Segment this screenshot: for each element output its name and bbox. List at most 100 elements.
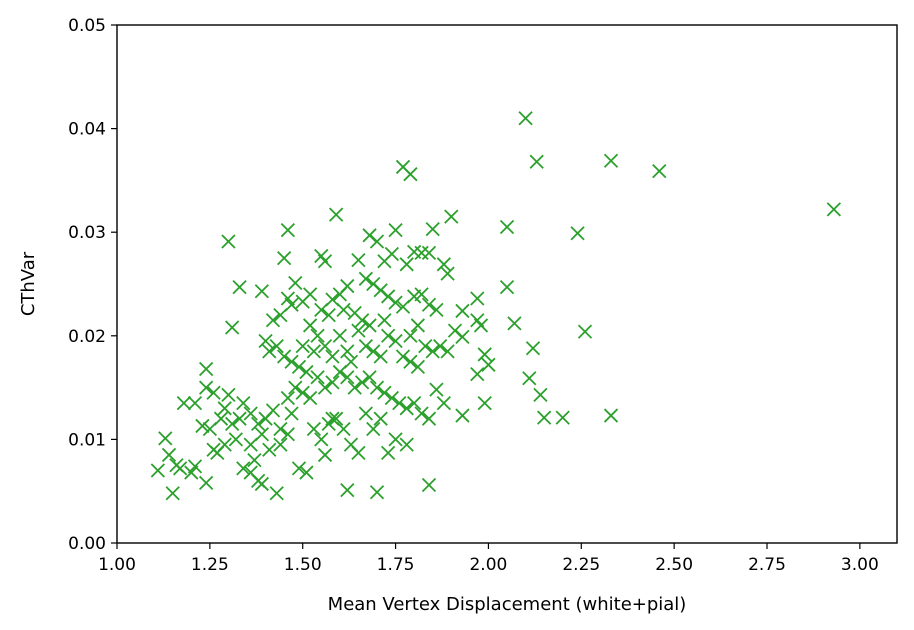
- data-point: [399, 401, 414, 416]
- data-point: [388, 295, 403, 310]
- data-point: [232, 411, 247, 426]
- data-point: [455, 329, 470, 344]
- data-point: [522, 371, 537, 386]
- y-tick-label: 0.03: [68, 223, 106, 243]
- data-point: [358, 339, 373, 354]
- data-point: [310, 370, 325, 385]
- data-point: [225, 416, 240, 431]
- data-point: [425, 221, 440, 237]
- data-point: [429, 302, 444, 318]
- data-point: [362, 318, 377, 333]
- data-point: [225, 320, 240, 335]
- data-point: [425, 344, 440, 359]
- data-point: [388, 432, 403, 447]
- data-point: [317, 254, 333, 269]
- y-axis-title: CThVar: [18, 251, 39, 316]
- data-point: [314, 302, 329, 318]
- data-point: [199, 475, 214, 491]
- data-point: [187, 396, 203, 411]
- y-tick-label: 0.02: [68, 327, 106, 347]
- data-point: [150, 463, 165, 478]
- data-point: [369, 485, 385, 500]
- data-point: [392, 396, 407, 411]
- data-point: [262, 344, 277, 359]
- plot-area: [150, 111, 841, 501]
- data-point: [277, 349, 292, 364]
- data-point: [161, 447, 177, 463]
- data-point: [236, 396, 251, 411]
- data-point: [321, 307, 336, 323]
- data-point: [410, 318, 425, 333]
- data-point: [347, 380, 362, 395]
- data-point: [603, 153, 619, 168]
- data-point: [421, 245, 437, 261]
- data-point: [455, 408, 470, 423]
- data-point: [269, 486, 284, 501]
- x-tick-label: 1.25: [191, 555, 229, 575]
- data-point: [295, 339, 310, 354]
- data-point: [399, 437, 414, 452]
- data-point: [555, 410, 570, 425]
- data-point: [254, 476, 269, 492]
- data-point: [310, 328, 325, 343]
- data-point: [262, 442, 277, 457]
- data-point: [291, 461, 307, 476]
- data-point: [199, 380, 214, 395]
- data-point: [332, 287, 347, 302]
- data-point: [377, 385, 392, 400]
- data-point: [440, 344, 455, 359]
- x-tick-label: 1.50: [284, 555, 322, 575]
- data-point: [329, 207, 344, 222]
- data-point: [176, 396, 191, 411]
- data-point: [325, 349, 340, 364]
- data-point: [195, 418, 210, 434]
- data-point: [332, 364, 347, 380]
- data-point: [395, 349, 411, 364]
- data-point: [388, 333, 403, 349]
- data-point: [295, 385, 310, 400]
- data-point: [455, 303, 470, 319]
- data-point: [410, 359, 425, 375]
- data-point: [232, 279, 247, 295]
- data-point: [436, 257, 451, 272]
- data-point: [362, 370, 377, 385]
- data-point: [652, 163, 667, 179]
- data-point: [325, 375, 340, 390]
- data-point: [351, 323, 366, 338]
- y-tick-label: 0.04: [68, 120, 106, 140]
- data-point: [325, 411, 340, 426]
- data-point: [507, 316, 522, 331]
- data-point: [366, 421, 381, 437]
- data-point: [213, 411, 229, 426]
- data-point: [254, 284, 269, 299]
- data-point: [444, 209, 459, 224]
- data-point: [217, 437, 232, 452]
- data-point: [433, 339, 448, 354]
- axes-frame: [116, 24, 898, 544]
- data-point: [377, 254, 392, 269]
- data-point: [470, 366, 485, 382]
- data-point: [236, 461, 251, 476]
- data-point: [340, 370, 355, 385]
- data-point: [440, 266, 455, 281]
- data-point: [518, 111, 533, 126]
- data-point: [340, 483, 355, 498]
- data-point: [477, 347, 492, 362]
- data-point: [499, 279, 515, 295]
- data-point: [199, 361, 214, 377]
- data-point: [306, 421, 321, 437]
- data-point: [303, 390, 318, 406]
- data-point: [384, 390, 399, 406]
- data-point: [529, 154, 544, 169]
- data-point: [269, 339, 284, 354]
- data-point: [369, 234, 385, 249]
- x-tick-label: 2.00: [469, 555, 507, 575]
- data-point: [317, 339, 333, 354]
- data-point: [414, 287, 429, 302]
- data-point: [351, 253, 366, 268]
- data-point: [288, 380, 303, 395]
- data-point: [221, 387, 236, 402]
- data-point: [570, 226, 585, 241]
- y-tick-label: 0.00: [68, 534, 106, 554]
- data-point: [291, 359, 307, 375]
